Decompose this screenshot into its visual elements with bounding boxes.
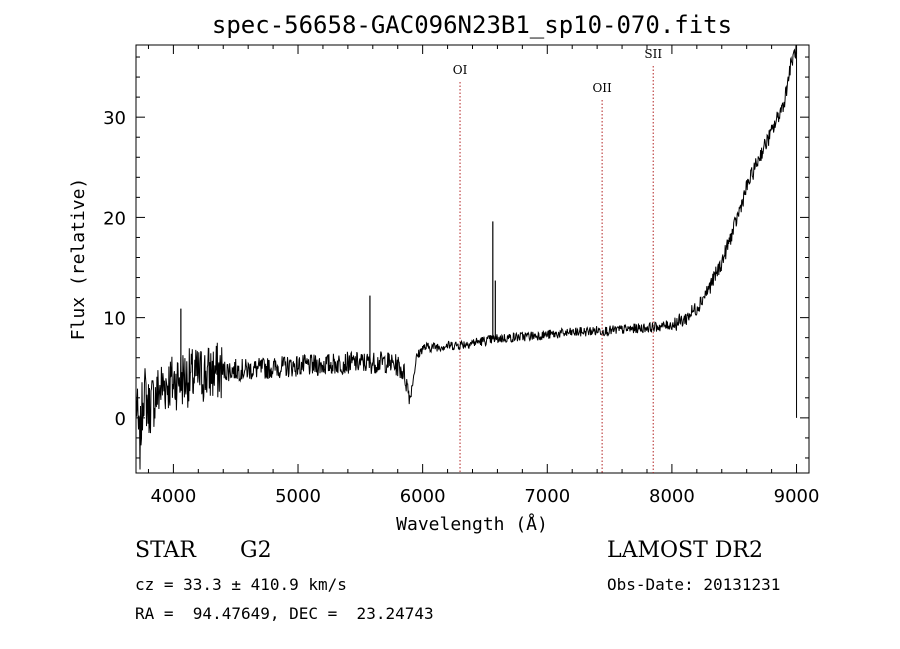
x-tick-label: 9000 xyxy=(774,486,820,507)
x-tick-label: 4000 xyxy=(150,486,196,507)
emission-line-label: OII xyxy=(592,81,612,95)
y-axis-ticks: 0 10 20 30 xyxy=(103,56,809,459)
y-tick-label: 0 xyxy=(115,409,126,430)
y-tick-label: 10 xyxy=(103,309,126,330)
survey-name: LAMOST DR2 xyxy=(607,538,763,563)
redshift-text: cz = 33.3 ± 410.9 km/s xyxy=(135,575,347,594)
emission-line-label: OI xyxy=(453,63,468,77)
subclass: G2 xyxy=(240,538,272,563)
x-tick-label: 7000 xyxy=(524,486,570,507)
object-type: STAR xyxy=(135,538,196,563)
coordinates: RA = 94.47649, DEC = 23.24743 xyxy=(135,604,434,623)
x-axis-ticks: 4000 5000 6000 7000 8000 9000 xyxy=(147,45,820,507)
x-tick-label: 6000 xyxy=(400,486,446,507)
spectrum-spikes xyxy=(180,221,496,378)
emission-line-label: SII xyxy=(644,47,662,61)
x-tick-label: 8000 xyxy=(649,486,695,507)
emission-line-markers: OI OII SII xyxy=(453,47,662,473)
y-tick-label: 30 xyxy=(103,108,126,129)
y-tick-label: 20 xyxy=(103,208,126,229)
y-axis-label: Flux (relative) xyxy=(68,178,89,341)
obs-date: Obs-Date: 20131231 xyxy=(607,575,781,594)
spectrum-line xyxy=(135,44,797,470)
x-tick-label: 5000 xyxy=(275,486,321,507)
plot-frame xyxy=(135,44,810,474)
chart-title: spec-56658-GAC096N23B1_sp10-070.fits xyxy=(212,11,732,39)
x-axis-label: Wavelength (Å) xyxy=(396,513,548,535)
